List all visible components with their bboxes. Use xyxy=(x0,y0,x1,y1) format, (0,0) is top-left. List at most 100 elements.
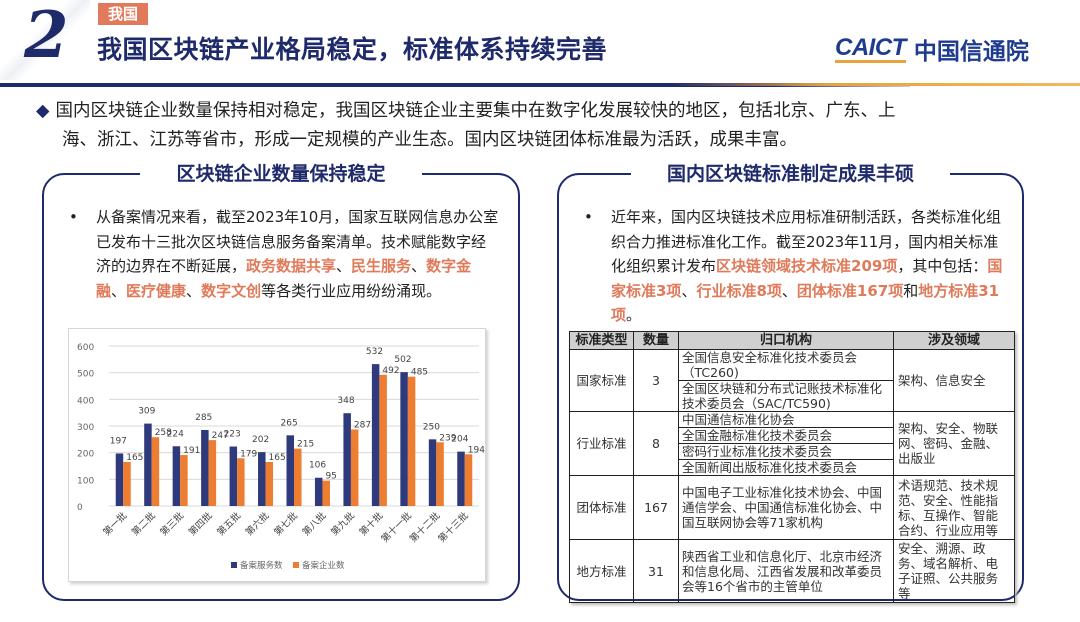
page-title: 我国区块链产业格局稳定，标准体系持续完善 xyxy=(97,35,608,64)
cell-org: 全国信息安全标准化技术委员会（TC260) xyxy=(678,349,894,381)
enterprise-count-panel: 区块链企业数量保持稳定 • 从备案情况来看，截至2023年10月，国家互联网信息… xyxy=(42,163,520,601)
data-label: 287 xyxy=(354,420,371,430)
highlight-livelihood: 民生服务 xyxy=(351,257,412,275)
cell-org: 全国新闻出版标准化技术委员会 xyxy=(678,459,894,476)
header-type: 标准类型 xyxy=(569,331,634,350)
highlight-total-standards: 区块链领域技术标准209项 xyxy=(716,257,898,275)
data-label: 258 xyxy=(155,428,172,438)
y-tick-label: 300 xyxy=(77,423,94,433)
highlight-gov-data: 政务数据共享 xyxy=(246,257,337,275)
separator: 、 xyxy=(186,281,202,300)
bar xyxy=(201,430,209,506)
text-segment: 近年来，国内区块链技术应用标准研制活跃，各类标准化组织合力推进标准化工作。截至2… xyxy=(611,208,1002,275)
slide-header: 2 我国 我国区块链产业格局稳定，标准体系持续完善 CAICT 中国信通院 xyxy=(0,0,1080,87)
left-bullet-text: • 从备案情况来看，截至2023年10月，国家互联网信息办公室已发布十三批次区块… xyxy=(66,205,500,303)
x-tick-label: 第十三批 xyxy=(436,509,472,545)
bar-chart: 0 100 200 300 400 500 600 197 165 第一批 309 258 第二批 224… xyxy=(68,328,486,582)
legend-swatch xyxy=(231,562,237,568)
x-tick-label: 第一批 xyxy=(101,509,130,538)
y-tick-label: 0 xyxy=(77,503,83,513)
data-label: 165 xyxy=(269,453,286,463)
cell-org: 中国电子工业标准化技术协会、中国通信学会、中国通信标准化协会、中国互联网协会等7… xyxy=(678,475,894,540)
bar xyxy=(294,448,302,506)
bullet-dot-icon: • xyxy=(69,208,78,226)
caict-logo: CAICT 中国信通院 xyxy=(835,32,1029,66)
bar xyxy=(208,440,217,506)
standards-panel: 国内区块链标准制定成果丰硕 • 近年来，国内区块链技术应用标准研制活跃，各类标准… xyxy=(557,163,1024,603)
bar xyxy=(457,451,465,506)
legend-label: 备案服务数 xyxy=(240,560,283,571)
table-header-row: 标准类型 数量 归口机构 涉及领域 xyxy=(569,331,1015,350)
bar xyxy=(123,462,131,506)
data-label: 223 xyxy=(224,430,241,440)
data-label: 224 xyxy=(167,429,184,439)
cell-count: 31 xyxy=(633,539,679,603)
bar xyxy=(371,364,380,506)
bar xyxy=(350,429,359,506)
text-segment: 和 xyxy=(903,281,919,300)
section-number: 2 xyxy=(24,0,69,73)
x-tick-label: 第三批 xyxy=(158,509,187,538)
highlight-digital-culture: 数字文创 xyxy=(201,281,262,300)
cell-org: 全国区块链和分布式记账技术标准化技术委员会（SAC/TC590) xyxy=(678,380,894,412)
separator: 、 xyxy=(336,257,352,275)
y-tick-label: 100 xyxy=(77,476,94,486)
data-label: 285 xyxy=(195,413,212,423)
legend-swatch xyxy=(293,562,299,568)
section-tag: 我国 xyxy=(98,3,149,25)
header-orgs: 归口机构 xyxy=(678,331,894,350)
cell-org: 全国金融标准化技术委员会 xyxy=(678,427,894,444)
data-label: 191 xyxy=(183,446,200,456)
table-row: 团体标准 167 中国电子工业标准化技术协会、中国通信学会、中国通信标准化协会、… xyxy=(569,475,1015,540)
cell-count: 8 xyxy=(633,411,679,476)
bar xyxy=(322,480,330,506)
header-rule-orange xyxy=(670,83,1080,86)
cell-org: 陕西省工业和信息化厅、北京市经济和信息化局、江西省发展和改革委员会等16个省市的… xyxy=(678,539,894,603)
summary-line-2: 海、浙江、江苏等省市，形成一定规模的产业生态。国内区块链团体标准最为活跃，成果丰… xyxy=(62,130,797,150)
header-fields: 涉及领域 xyxy=(893,331,1015,350)
data-label: 197 xyxy=(110,436,127,446)
highlight-digital-finance: 数字金融 xyxy=(96,257,472,300)
cell-fields: 术语规范、技术规范、安全、性能指标、互操作、智能合约、行业应用等 xyxy=(893,475,1015,540)
cell-fields: 架构、安全、物联网、密码、金融、出版业 xyxy=(893,411,1015,476)
data-label: 204 xyxy=(451,435,468,445)
data-label: 179 xyxy=(240,449,257,459)
separator: 、 xyxy=(681,281,697,300)
highlight-national: 国家标准3项 xyxy=(611,257,1003,300)
bar-chart-svg: 0 100 200 300 400 500 600 197 165 第一批 309 258 第二批 224… xyxy=(77,343,485,571)
cell-type: 团体标准 xyxy=(569,475,634,540)
bar xyxy=(314,477,323,506)
data-label: 106 xyxy=(309,461,326,471)
cell-org: 密码行业标准化技术委员会 xyxy=(678,443,894,460)
x-tick-label: 第七批 xyxy=(271,509,300,538)
y-tick-label: 200 xyxy=(77,450,94,460)
summary-text: ◆ 国内区块链企业数量保持相对稳定，我国区块链企业主要集中在数字化发展较快的地区，… xyxy=(36,97,1046,155)
cell-type: 行业标准 xyxy=(569,411,634,476)
data-label: 239 xyxy=(439,433,456,443)
bar xyxy=(464,454,473,506)
bar xyxy=(428,439,437,506)
highlight-local: 地方标准31项 xyxy=(611,281,1000,325)
bar xyxy=(286,435,294,506)
bar xyxy=(237,458,245,506)
table-row: 全国金融标准化技术委员会 xyxy=(570,427,1015,444)
text-segment: ，其中包括： xyxy=(897,257,988,275)
bullet-dot-icon: • xyxy=(584,208,593,226)
text-segment: 。 xyxy=(626,306,642,324)
data-label: 247 xyxy=(212,431,229,441)
x-tick-label: 第八批 xyxy=(300,509,329,538)
bar xyxy=(407,376,416,506)
data-label: 194 xyxy=(468,445,485,455)
header-count: 数量 xyxy=(633,331,679,350)
separator: 、 xyxy=(781,281,797,300)
standards-table: 标准类型 数量 归口机构 涉及领域 国家标准 3 全国信息安全标准化技术委员会（… xyxy=(569,331,1015,603)
data-label: 202 xyxy=(252,435,269,445)
data-label: 309 xyxy=(138,407,155,417)
highlight-group: 团体标准167项 xyxy=(796,281,904,300)
bar xyxy=(172,446,181,506)
bar xyxy=(180,455,188,506)
bar xyxy=(343,413,351,506)
logo-english: CAICT xyxy=(835,33,906,63)
x-tick-label: 第四批 xyxy=(186,509,215,538)
data-label: 265 xyxy=(281,418,298,428)
